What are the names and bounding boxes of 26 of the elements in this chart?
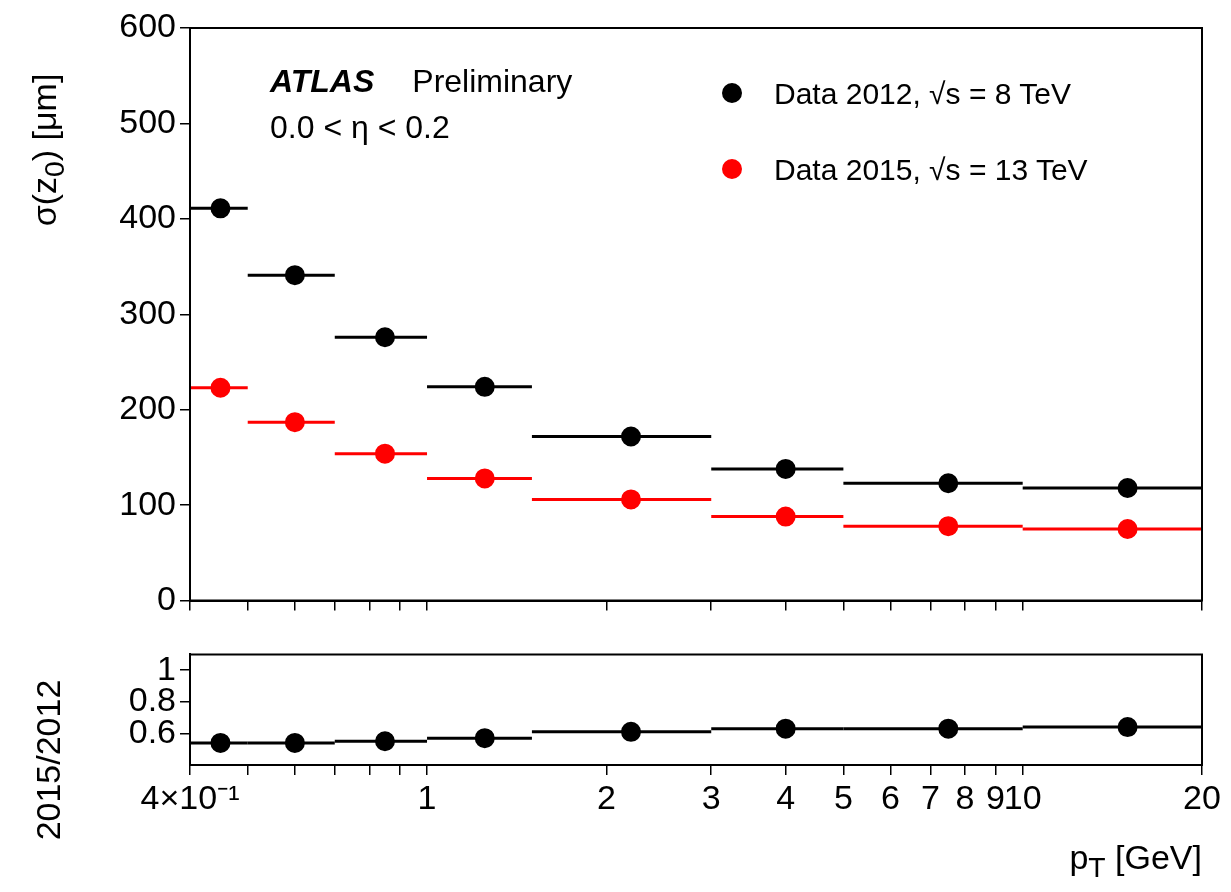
x-tick-label: 5 — [833, 777, 853, 816]
legend-label: Data 2012, √s = 8 TeV — [774, 77, 1071, 110]
y-tick-label: 300 — [119, 292, 176, 331]
x-tick-label: 7 — [920, 777, 940, 816]
x-tick-label: 3 — [701, 777, 721, 816]
x-tick-label: 6 — [881, 777, 901, 816]
y-tick-label: 100 — [119, 483, 176, 522]
x-tick-label: 2 — [596, 777, 616, 816]
y-tick-label: 600 — [119, 6, 176, 45]
y-tick-label: 500 — [119, 101, 176, 140]
annotation: Preliminary — [412, 63, 573, 99]
x-tick-label: 8 — [955, 777, 975, 816]
x-tick-label: 4 — [776, 777, 796, 816]
x-tick-label: 9 — [985, 777, 1005, 816]
x-tick-label: 1 — [417, 777, 437, 816]
annotation: 0.0 < η < 0.2 — [270, 109, 450, 145]
legend-label: Data 2015, √s = 13 TeV — [774, 153, 1088, 186]
y-tick-label: 400 — [119, 197, 176, 236]
y-tick-label: 0 — [157, 578, 176, 617]
y-axis-title: 2015/2012 — [28, 679, 68, 841]
x-tick-label: 10 — [1003, 777, 1042, 816]
annotation: ATLAS — [269, 63, 375, 99]
y-tick-label: 200 — [119, 388, 176, 427]
x-tick-label: 20 — [1183, 777, 1221, 816]
x-tick-label: 4×10⁻¹ — [140, 777, 240, 816]
x-axis-title: p$_{T}$ [GeV] — [1069, 838, 1202, 884]
